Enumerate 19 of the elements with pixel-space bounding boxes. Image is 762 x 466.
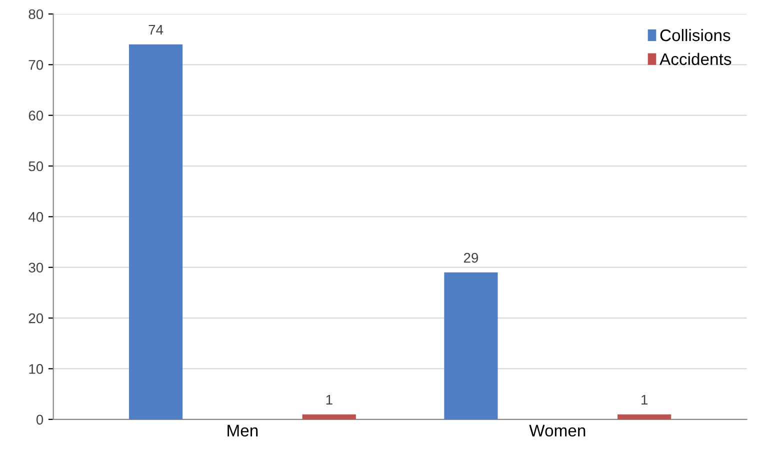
y-tick-label: 60 bbox=[28, 110, 44, 121]
data-label: 1 bbox=[326, 394, 332, 405]
y-tick-label: 30 bbox=[28, 262, 44, 273]
x-tick-label: Men bbox=[228, 424, 258, 437]
data-label: 29 bbox=[464, 252, 478, 263]
bar bbox=[444, 272, 498, 420]
data-label: 74 bbox=[148, 25, 164, 35]
bar bbox=[128, 44, 183, 420]
y-tick-label: 40 bbox=[28, 212, 44, 222]
legend-label: Accidents bbox=[660, 52, 732, 66]
data-label: 1 bbox=[642, 394, 648, 405]
legend-label: Collisions bbox=[660, 28, 730, 42]
y-tick-label: 0 bbox=[36, 414, 44, 425]
y-tick-label: 10 bbox=[29, 364, 44, 374]
y-tick-label: 50 bbox=[28, 161, 44, 172]
y-tick-label: 20 bbox=[28, 313, 44, 324]
y-tick-label: 80 bbox=[28, 9, 44, 20]
y-tick-label: 70 bbox=[28, 60, 44, 70]
x-tick-label: Women bbox=[529, 424, 586, 437]
